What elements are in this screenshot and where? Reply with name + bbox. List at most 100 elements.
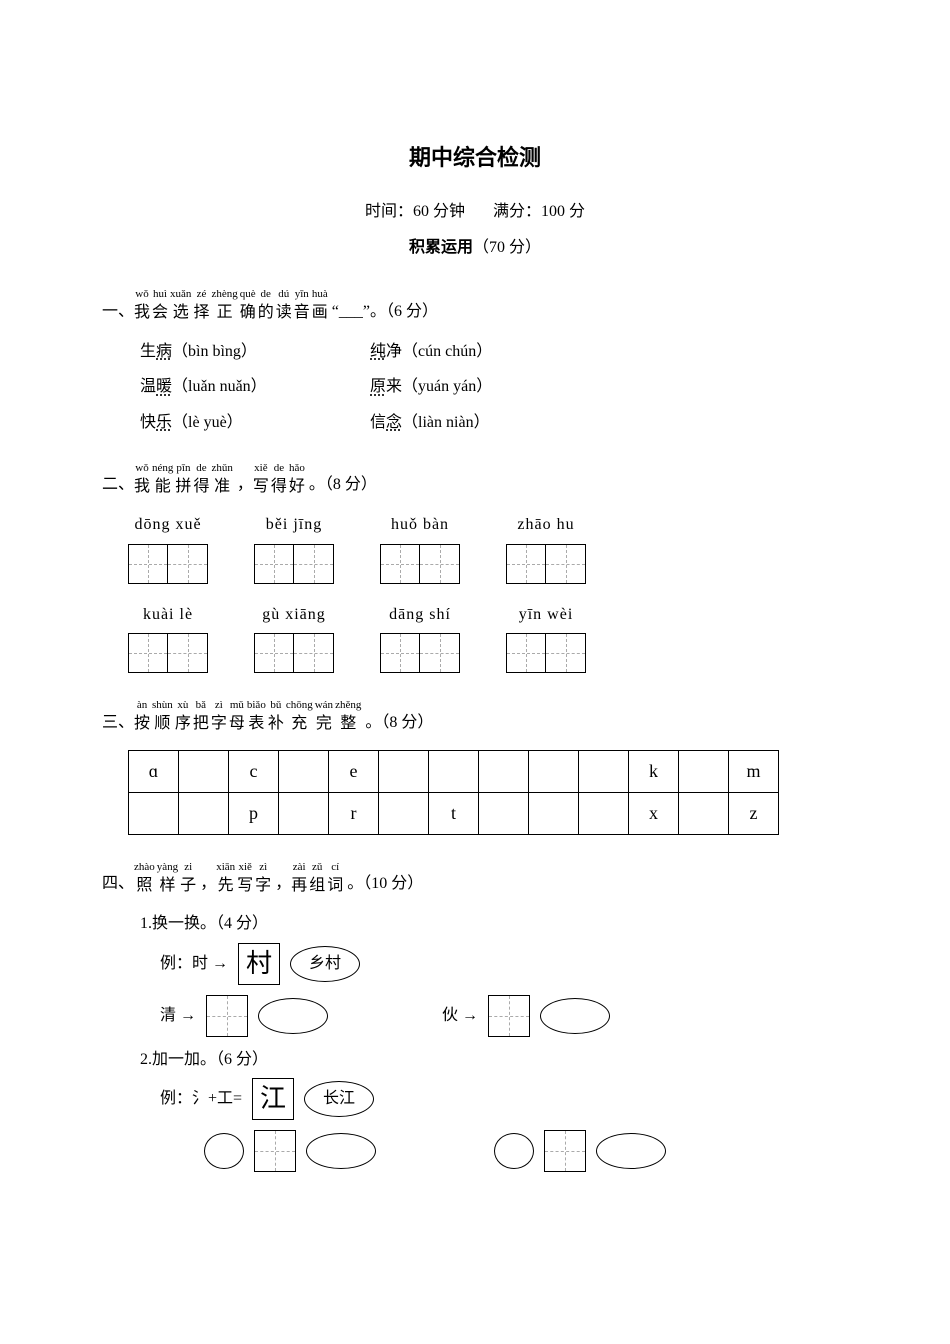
- q1-text: 来（yuán yán）: [386, 378, 492, 395]
- q2-item: zhāo hu: [506, 512, 586, 584]
- q4-mid: ，: [275, 871, 291, 897]
- section-heading-rest: （70 分）: [473, 239, 541, 256]
- char-box: 村: [238, 943, 280, 985]
- char-box-blank[interactable]: [254, 1130, 296, 1172]
- alphabet-cell: t: [429, 792, 479, 834]
- alphabet-cell[interactable]: [379, 750, 429, 792]
- ruby-char: zài再: [291, 862, 307, 897]
- q1-dot: 纯: [370, 343, 386, 360]
- q2-item: gù xiāng: [254, 602, 334, 674]
- ruby-char: zhèng正: [211, 289, 237, 324]
- q2-item: běi jīng: [254, 512, 334, 584]
- alphabet-cell[interactable]: [679, 750, 729, 792]
- q1-dot: 原: [370, 378, 386, 395]
- q3-heading: 三、 àn按shùn顺xù序bǎ把zì字mǔ母biǎo表bǔ补chōng充wán…: [100, 691, 850, 735]
- ruby-char: wǒ我: [134, 289, 150, 324]
- ruby-char: wán完: [315, 700, 333, 735]
- alphabet-cell[interactable]: [129, 792, 179, 834]
- char-box-blank[interactable]: [206, 995, 248, 1037]
- alphabet-cell[interactable]: [279, 750, 329, 792]
- ruby-char: zhěng整: [335, 700, 361, 735]
- component-oval-blank[interactable]: [204, 1133, 244, 1169]
- alphabet-cell[interactable]: [179, 792, 229, 834]
- page-title: 期中综合检测: [100, 140, 850, 175]
- alphabet-cell[interactable]: [579, 792, 629, 834]
- q4-tail: 。（10 分）: [347, 871, 423, 897]
- q4-sub2-label: 2.加一加。（6 分）: [140, 1047, 850, 1073]
- ruby-char: zi子: [180, 862, 196, 897]
- alphabet-cell[interactable]: [529, 792, 579, 834]
- ruby-char: biǎo表: [247, 700, 266, 735]
- component-oval-blank[interactable]: [494, 1133, 534, 1169]
- ruby-char: bǎ把: [193, 700, 209, 735]
- alphabet-cell[interactable]: [679, 792, 729, 834]
- q4-sub2-items: [200, 1130, 850, 1172]
- alphabet-cell[interactable]: [479, 792, 529, 834]
- ruby-char: huì会: [152, 289, 168, 324]
- word-oval-blank[interactable]: [258, 998, 328, 1034]
- q2-grid: dōng xuěběi jīnghuǒ bànzhāo hu kuài lègù…: [128, 512, 850, 673]
- alphabet-cell: z: [729, 792, 779, 834]
- word-oval-blank[interactable]: [596, 1133, 666, 1169]
- q1-row: 温暖（luǎn nuǎn） 原来（yuán yán）: [140, 374, 850, 400]
- q1-text: 快: [140, 414, 156, 431]
- alphabet-cell[interactable]: [479, 750, 529, 792]
- tianzige[interactable]: [506, 544, 586, 584]
- q4-example2: 例：氵+工= 江 长江: [140, 1078, 850, 1120]
- tianzige[interactable]: [506, 633, 586, 673]
- tianzige[interactable]: [128, 544, 208, 584]
- q1-dot: 病: [156, 343, 172, 360]
- ruby-char: zì字: [255, 862, 271, 897]
- q4-sub1-label: 1.换一换。（4 分）: [140, 911, 850, 937]
- q1-text: 温: [140, 378, 156, 395]
- tianzige[interactable]: [128, 633, 208, 673]
- ruby-char: xuǎn选: [170, 289, 191, 324]
- alphabet-cell: e: [329, 750, 379, 792]
- char-box-blank[interactable]: [488, 995, 530, 1037]
- q1-pinyin: （bìn bìng）: [172, 343, 257, 360]
- ruby-char: bǔ补: [268, 700, 284, 735]
- char-box-blank[interactable]: [544, 1130, 586, 1172]
- ruby-char: mǔ母: [229, 700, 245, 735]
- alphabet-cell[interactable]: [579, 750, 629, 792]
- q3-num: 三、: [102, 710, 134, 736]
- q4-example1: 例：时 → 村 乡村: [140, 943, 850, 985]
- ruby-char: zé择: [193, 289, 209, 324]
- q4-ex2-label: 例：氵+工=: [160, 1086, 242, 1112]
- q1-tail: “___”。（6 分）: [332, 299, 438, 325]
- tianzige[interactable]: [254, 544, 334, 584]
- q2-pinyin: zhāo hu: [517, 512, 574, 538]
- q4-heading: 四、 zhào照yàng样zi子 ， xiān先xiě写zì字 ， zài再zǔ…: [100, 853, 850, 897]
- ruby-char: àn按: [134, 700, 150, 735]
- tianzige[interactable]: [380, 544, 460, 584]
- alphabet-cell[interactable]: [529, 750, 579, 792]
- alphabet-cell[interactable]: [179, 750, 229, 792]
- tianzige[interactable]: [380, 633, 460, 673]
- alphabet-cell: p: [229, 792, 279, 834]
- q4-num: 四、: [102, 871, 134, 897]
- alphabet-cell[interactable]: [429, 750, 479, 792]
- q4-sub1-items: 清 → 伙 →: [140, 995, 850, 1037]
- q4-block: 1.换一换。（4 分） 例：时 → 村 乡村 清 → 伙 → 2.加一加。（6 …: [140, 911, 850, 1172]
- ruby-char: huà画: [312, 289, 328, 324]
- alphabet-cell: k: [629, 750, 679, 792]
- alphabet-cell: m: [729, 750, 779, 792]
- ruby-char: xiě写: [237, 862, 253, 897]
- word-oval-blank[interactable]: [540, 998, 610, 1034]
- alphabet-cell[interactable]: [379, 792, 429, 834]
- q1-pinyin: （lè yuè）: [172, 414, 243, 431]
- q1-num: 一、: [102, 299, 134, 325]
- score-label: 满分：100 分: [493, 203, 585, 220]
- section-heading: 积累运用（70 分）: [100, 235, 850, 261]
- ruby-char: de的: [258, 289, 274, 324]
- alphabet-cell: r: [329, 792, 379, 834]
- q2-pinyin: huǒ bàn: [391, 512, 449, 538]
- char-box: 江: [252, 1078, 294, 1120]
- tianzige[interactable]: [254, 633, 334, 673]
- word-oval-blank[interactable]: [306, 1133, 376, 1169]
- q2-item: yīn wèi: [506, 602, 586, 674]
- q1-dot: 念: [386, 414, 402, 431]
- alphabet-cell[interactable]: [279, 792, 329, 834]
- ruby-char: zhǔn准: [211, 463, 232, 498]
- ruby-char: zǔ组: [309, 862, 325, 897]
